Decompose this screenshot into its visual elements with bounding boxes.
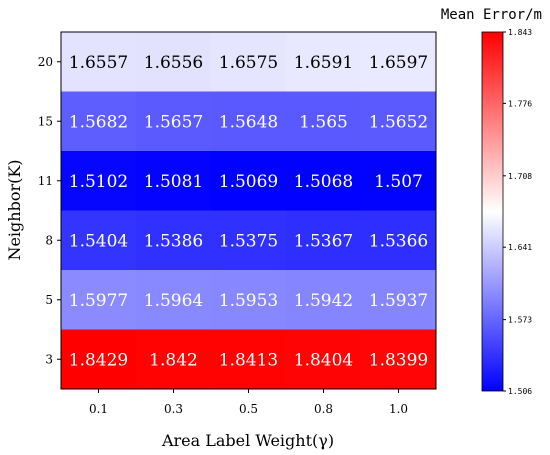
cell-value-label: 1.5682 [69, 112, 128, 132]
heatmap-cell [361, 210, 437, 271]
heatmap-cell [136, 270, 212, 330]
heatmap-cell [136, 91, 212, 152]
cell-value-label: 1.565 [299, 112, 348, 132]
heatmap-cell [361, 329, 437, 390]
x-tick-label: 0.1 [89, 402, 108, 416]
colorbar-tick-label: 1.708 [508, 172, 532, 181]
cell-value-label: 1.5953 [219, 291, 278, 311]
heatmap-cell [61, 151, 137, 211]
heatmap-cell [61, 270, 137, 330]
heatmap-cell [286, 329, 362, 390]
cell-value-label: 1.507 [374, 172, 423, 192]
colorbar-tick-label: 1.506 [508, 387, 532, 396]
x-tick-label: 0.8 [314, 402, 333, 416]
colorbar-tick-label: 1.843 [508, 28, 532, 37]
heatmap-cell [286, 270, 362, 330]
x-tick-label: 1.0 [389, 402, 408, 416]
cell-value-label: 1.5367 [294, 231, 353, 251]
colorbar-tick-label: 1.573 [508, 316, 532, 325]
y-tick-label: 20 [38, 55, 53, 69]
heatmap-cell [136, 151, 212, 211]
colorbar-gradient [481, 31, 504, 392]
cell-value-label: 1.5069 [219, 172, 278, 192]
cell-value-label: 1.6591 [294, 53, 353, 73]
colorbar-tick-label: 1.776 [508, 99, 532, 108]
cell-value-label: 1.5977 [69, 291, 128, 311]
cell-value-label: 1.5942 [294, 291, 353, 311]
heatmap-cell [211, 91, 287, 152]
cell-value-label: 1.842 [149, 350, 198, 370]
heatmap-cells: 1.6557 1.6556 1.6575 1.6591 1.6597 1.5682 1.56… [61, 32, 437, 390]
heatmap-cell [361, 91, 437, 152]
y-axis-title: Neighbor(K) [5, 159, 24, 260]
heatmap-cell [211, 151, 287, 211]
cell-value-label: 1.5366 [369, 231, 428, 251]
cell-value-label: 1.6597 [369, 53, 428, 73]
heatmap-cell [61, 91, 137, 152]
cell-value-label: 1.6575 [219, 53, 278, 73]
heatmap-cell [61, 329, 137, 390]
cell-value-label: 1.8429 [69, 350, 128, 370]
cell-value-label: 1.5404 [69, 231, 128, 251]
cell-value-label: 1.5068 [294, 172, 353, 192]
colorbar-title: Mean Error/m [441, 7, 542, 23]
heatmap-cell [211, 32, 287, 92]
y-tick-label: 15 [38, 114, 53, 128]
heatmap-cell [361, 151, 437, 211]
cell-value-label: 1.5081 [144, 172, 203, 192]
y-tick-label: 3 [45, 352, 53, 366]
heatmap-cell [286, 32, 362, 92]
heatmap-cell [61, 32, 137, 92]
x-axis-title: Area Label Weight(γ) [161, 431, 334, 450]
cell-value-label: 1.5652 [369, 112, 428, 132]
cell-value-label: 1.5657 [144, 112, 203, 132]
cell-value-label: 1.5648 [219, 112, 278, 132]
cell-value-label: 1.5102 [69, 172, 128, 192]
cell-value-label: 1.5375 [219, 231, 278, 251]
y-tick-label: 11 [38, 174, 53, 188]
cell-value-label: 1.8404 [294, 350, 353, 370]
cell-value-label: 1.8399 [369, 350, 428, 370]
heatmap-cell [61, 210, 137, 271]
cell-value-label: 1.6557 [69, 53, 128, 73]
heatmap-cell [286, 91, 362, 152]
colorbar-tick-label: 1.641 [508, 243, 532, 252]
heatmap-cell [136, 32, 212, 92]
cell-value-label: 1.5386 [144, 231, 203, 251]
cell-value-label: 1.5937 [369, 291, 428, 311]
heatmap-cell [361, 270, 437, 330]
heatmap-cell [211, 270, 287, 330]
heatmap-axes: 0.1 0.3 0.5 0.8 1.0 20 15 11 8 5 3 [38, 55, 408, 416]
heatmap-cell [211, 329, 287, 390]
cell-value-label: 1.8413 [219, 350, 278, 370]
heatmap-cell [136, 210, 212, 271]
heatmap-cell [286, 210, 362, 271]
cell-value-label: 1.6556 [144, 53, 203, 73]
heatmap-cell [361, 32, 437, 92]
heatmap-cell [211, 210, 287, 271]
x-tick-label: 0.3 [164, 402, 183, 416]
cell-value-label: 1.5964 [144, 291, 203, 311]
x-tick-label: 0.5 [239, 402, 258, 416]
heatmap-cell [136, 329, 212, 390]
y-tick-label: 5 [45, 293, 53, 307]
colorbar: 1.843 1.776 1.708 1.641 1.573 1.506 [481, 28, 532, 396]
heatmap-cell [286, 151, 362, 211]
y-tick-label: 8 [45, 233, 53, 247]
